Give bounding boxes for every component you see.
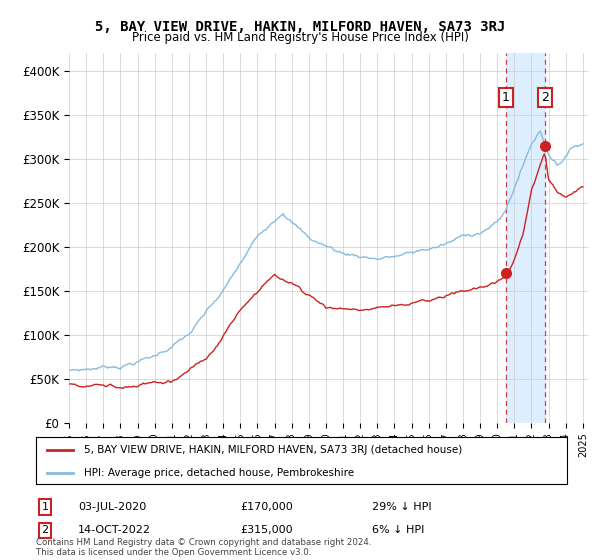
Text: 2: 2 — [41, 525, 49, 535]
Text: 5, BAY VIEW DRIVE, HAKIN, MILFORD HAVEN, SA73 3RJ (detached house): 5, BAY VIEW DRIVE, HAKIN, MILFORD HAVEN,… — [84, 445, 462, 455]
Text: 29% ↓ HPI: 29% ↓ HPI — [372, 502, 431, 512]
Text: £170,000: £170,000 — [240, 502, 293, 512]
Text: 2: 2 — [541, 91, 549, 104]
Text: 1: 1 — [502, 91, 510, 104]
Text: 14-OCT-2022: 14-OCT-2022 — [78, 525, 151, 535]
Text: 5, BAY VIEW DRIVE, HAKIN, MILFORD HAVEN, SA73 3RJ: 5, BAY VIEW DRIVE, HAKIN, MILFORD HAVEN,… — [95, 20, 505, 34]
Text: £315,000: £315,000 — [240, 525, 293, 535]
Text: 03-JUL-2020: 03-JUL-2020 — [78, 502, 146, 512]
Text: 1: 1 — [41, 502, 49, 512]
Text: Contains HM Land Registry data © Crown copyright and database right 2024.
This d: Contains HM Land Registry data © Crown c… — [36, 538, 371, 557]
Text: HPI: Average price, detached house, Pembrokeshire: HPI: Average price, detached house, Pemb… — [84, 468, 354, 478]
Bar — [545, 53, 588, 423]
Text: Price paid vs. HM Land Registry's House Price Index (HPI): Price paid vs. HM Land Registry's House … — [131, 31, 469, 44]
Text: 6% ↓ HPI: 6% ↓ HPI — [372, 525, 424, 535]
Bar — [506, 53, 545, 423]
